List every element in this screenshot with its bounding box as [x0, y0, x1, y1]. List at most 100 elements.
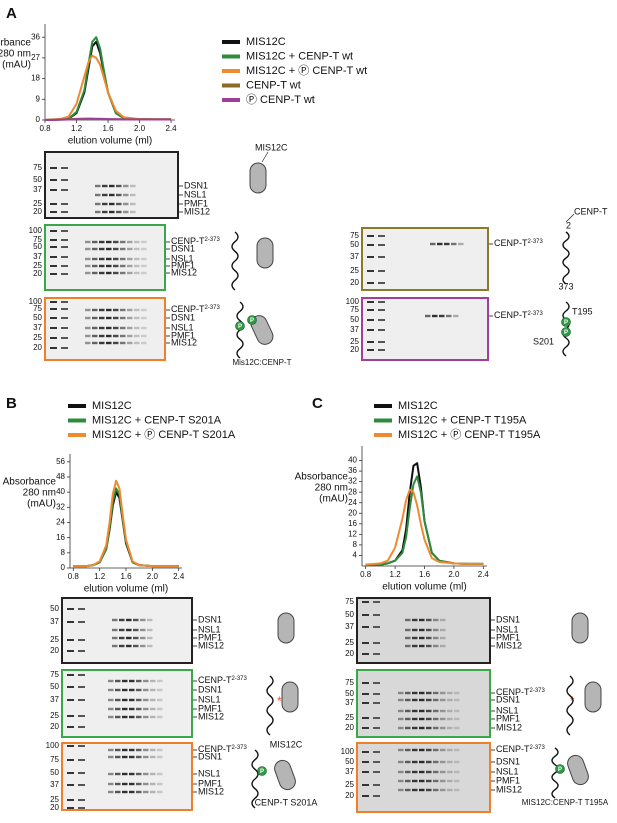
- ladder-band: [50, 308, 57, 310]
- gel-band: [433, 726, 439, 730]
- ladder-band: [50, 265, 57, 267]
- gel-band: [433, 628, 439, 632]
- gel-band: [127, 240, 133, 244]
- gel-band: [113, 271, 119, 275]
- ladder-band: [367, 270, 374, 272]
- gel-band: [99, 240, 105, 244]
- band-label: CENP-T2-373: [496, 687, 546, 697]
- y-tick-label: 32: [56, 502, 65, 511]
- gel-band: [419, 788, 425, 792]
- annotation: Mis12C:CENP-T: [232, 358, 291, 367]
- gel-band: [120, 257, 126, 261]
- gel-band: [398, 691, 404, 695]
- gel-band: [99, 264, 105, 268]
- ladder-band: [378, 349, 385, 351]
- gel-band: [99, 341, 105, 345]
- ladder-band: [78, 650, 85, 652]
- ladder-band: [367, 319, 374, 321]
- gel-band: [141, 257, 147, 261]
- mw-label: 37: [33, 185, 42, 194]
- gel-band: [136, 715, 142, 719]
- mw-label: 75: [345, 678, 354, 687]
- y-tick-label: 27: [31, 53, 40, 62]
- y-tick-label: 36: [348, 466, 357, 475]
- gel-band: [119, 636, 125, 640]
- band-label-text: CENP-T: [171, 236, 205, 246]
- gel-band: [112, 628, 118, 632]
- gel-band: [134, 240, 140, 244]
- mw-label: 20: [50, 646, 59, 655]
- band-label: MIS12: [496, 784, 522, 794]
- gel-band: [454, 788, 460, 792]
- series-line: [44, 36, 172, 121]
- gel-band: [119, 618, 125, 622]
- legend-label: MIS12C + Ⓟ CENP-T wt: [246, 64, 367, 77]
- legend-label: Ⓟ CENP-T wt: [246, 93, 315, 106]
- gel-band: [108, 755, 114, 759]
- gel-band: [106, 326, 112, 330]
- gel-band: [412, 691, 418, 695]
- gel-band: [447, 770, 453, 774]
- ladder-band: [61, 189, 68, 191]
- x-tick-label: 0.8: [68, 572, 80, 581]
- gel-band: [122, 715, 128, 719]
- gel-band: [157, 790, 163, 794]
- ladder-band: [367, 349, 374, 351]
- band-label: CENP-T2-373: [198, 744, 248, 754]
- gel-band: [120, 308, 126, 312]
- mw-label: 50: [50, 768, 59, 777]
- ladder-band: [373, 626, 380, 628]
- gel-band: [412, 779, 418, 783]
- gel-band: [447, 717, 453, 721]
- gel-band: [123, 202, 129, 206]
- panel-label: A: [6, 5, 17, 22]
- gel-band: [439, 314, 445, 318]
- gel-frame: [44, 151, 179, 219]
- y-tick-label: 20: [348, 508, 357, 517]
- gel-band: [113, 334, 119, 338]
- gel-band: [147, 618, 153, 622]
- ladder-band: [78, 799, 85, 801]
- mw-label: 20: [345, 723, 354, 732]
- gel-band: [92, 264, 98, 268]
- mw-label: 100: [29, 226, 43, 235]
- gel-band: [398, 726, 404, 730]
- cenp-t-cartoon: [566, 675, 574, 736]
- ladder-band: [373, 642, 380, 644]
- mw-label: 50: [345, 610, 354, 619]
- gel-band: [412, 618, 418, 622]
- ladder-band: [362, 702, 369, 704]
- series-line: [73, 479, 179, 568]
- band-label: MIS12: [496, 640, 522, 650]
- gel-band: [440, 691, 446, 695]
- mw-label: 75: [33, 235, 42, 244]
- gel-band: [141, 334, 147, 338]
- gel-band: [454, 709, 460, 713]
- series-line: [44, 40, 172, 121]
- ladder-band: [367, 341, 374, 343]
- mw-label: 20: [50, 722, 59, 731]
- y-tick-label: 56: [56, 457, 65, 466]
- gel-band: [398, 788, 404, 792]
- gel-band: [134, 264, 140, 268]
- y-axis-label: (mAU): [2, 60, 31, 71]
- gel-band: [444, 242, 450, 246]
- mw-label: 37: [50, 780, 59, 789]
- gel-band: [454, 779, 460, 783]
- band-label: DSN1: [496, 614, 520, 624]
- gel-band: [405, 709, 411, 713]
- gel-band: [433, 691, 439, 695]
- band-label-text: CENP-T: [198, 744, 232, 754]
- band-label-sup: 2-373: [232, 676, 248, 682]
- gel-band: [140, 644, 146, 648]
- gel-band: [157, 748, 163, 752]
- ladder-band: [67, 715, 74, 717]
- gel-band: [398, 709, 404, 713]
- mw-label: 50: [33, 175, 42, 184]
- gel-band: [426, 644, 432, 648]
- gel-band: [85, 271, 91, 275]
- ladder-band: [67, 608, 74, 610]
- gel-band: [106, 341, 112, 345]
- gel-band: [126, 618, 132, 622]
- mw-label: 25: [33, 333, 42, 342]
